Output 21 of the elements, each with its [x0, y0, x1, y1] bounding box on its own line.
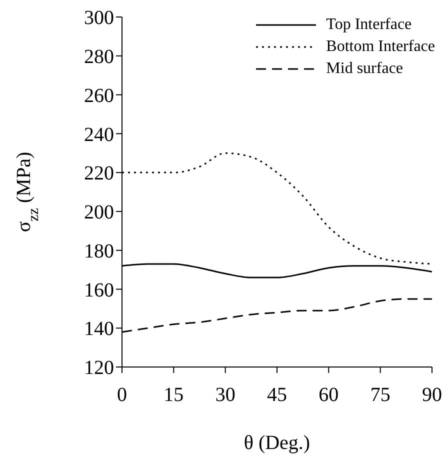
y-tick-label: 180	[84, 240, 114, 262]
legend-label: Bottom Interface	[326, 37, 435, 57]
legend-label: Mid surface	[326, 59, 404, 79]
x-tick-label: 45	[267, 384, 287, 406]
x-tick-label: 60	[318, 384, 339, 406]
y-tick-label: 200	[84, 202, 114, 224]
y-tick-label: 300	[84, 7, 114, 30]
y-tick-label: 220	[84, 162, 114, 185]
x-tick-label: 90	[422, 384, 442, 406]
x-tick-label: 75	[370, 384, 390, 406]
y-tick-label: 240	[84, 124, 114, 146]
y-tick-label: 260	[84, 84, 114, 107]
y-tick-label: 280	[84, 46, 114, 68]
y-tick-label: 140	[84, 318, 114, 340]
x-tick-label: 15	[164, 384, 184, 406]
y-tick-label: 160	[84, 279, 114, 302]
legend-label: Top Interface	[326, 15, 412, 35]
x-tick-label: 30	[215, 384, 236, 406]
x-axis-title: θ (Deg.)	[244, 432, 310, 454]
x-tick-label: 0	[117, 384, 127, 406]
y-tick-label: 120	[84, 357, 114, 380]
